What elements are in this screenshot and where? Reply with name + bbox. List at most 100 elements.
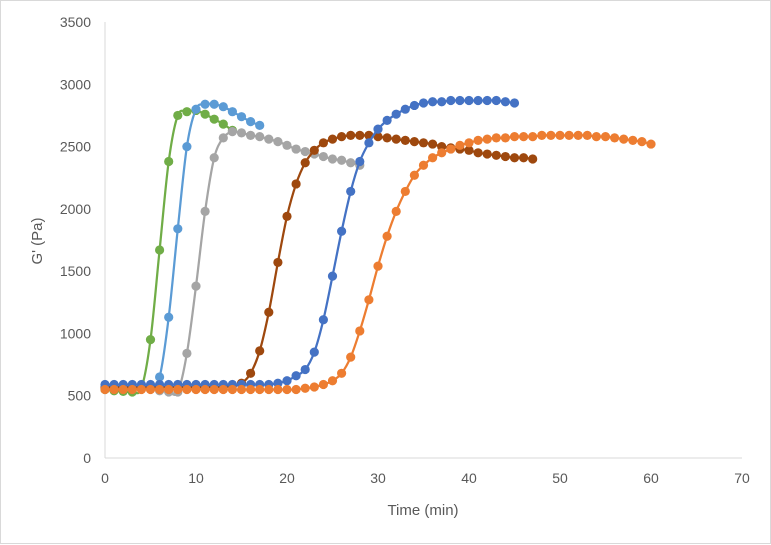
x-tick-label: 70 xyxy=(734,470,750,486)
x-tick-label: 50 xyxy=(552,470,568,486)
data-point xyxy=(473,95,483,106)
data-point xyxy=(318,315,328,325)
data-point xyxy=(309,347,319,357)
x-tick-label: 40 xyxy=(461,470,477,486)
data-point xyxy=(246,130,256,140)
data-point xyxy=(291,144,301,154)
data-point xyxy=(246,368,256,378)
data-point xyxy=(382,133,392,143)
data-point xyxy=(537,130,547,140)
data-point xyxy=(173,110,183,121)
data-point xyxy=(273,136,283,147)
series-6 xyxy=(100,130,656,395)
data-point xyxy=(255,132,265,142)
data-point xyxy=(364,295,374,305)
data-point xyxy=(155,372,165,382)
data-point xyxy=(528,132,538,142)
data-point xyxy=(209,114,219,124)
data-point xyxy=(300,146,310,157)
data-point xyxy=(546,130,556,140)
y-tick-label: 0 xyxy=(83,450,91,466)
data-point xyxy=(173,384,183,395)
data-point xyxy=(610,133,620,143)
series-3 xyxy=(100,127,365,397)
data-point xyxy=(127,384,137,395)
y-tick-label: 2000 xyxy=(60,201,91,217)
data-point xyxy=(428,139,438,149)
data-point xyxy=(564,130,574,140)
data-point xyxy=(355,130,365,140)
series-layer xyxy=(100,95,656,397)
data-point xyxy=(582,130,592,140)
data-point xyxy=(409,136,419,147)
data-point xyxy=(455,95,465,106)
data-point xyxy=(309,382,319,392)
data-point xyxy=(227,384,237,395)
data-point xyxy=(409,100,419,111)
data-point xyxy=(300,383,310,393)
data-point xyxy=(482,134,492,144)
data-point xyxy=(464,95,474,106)
data-point xyxy=(409,170,419,180)
data-point xyxy=(227,107,237,117)
data-point xyxy=(282,140,292,150)
y-tick-label: 2500 xyxy=(60,139,91,155)
data-point xyxy=(182,348,192,358)
data-point xyxy=(346,130,356,140)
data-point xyxy=(227,127,237,137)
data-point xyxy=(464,145,474,155)
data-point xyxy=(282,384,292,395)
data-point xyxy=(528,154,538,164)
data-point xyxy=(191,104,201,114)
data-point xyxy=(473,148,483,158)
y-tick-label: 1500 xyxy=(60,263,91,279)
data-point xyxy=(255,120,265,130)
data-point xyxy=(355,156,365,167)
data-point xyxy=(164,384,174,395)
data-point xyxy=(200,206,210,216)
data-point xyxy=(428,97,438,107)
data-point xyxy=(400,135,410,145)
series-line xyxy=(105,134,533,389)
data-point xyxy=(373,132,383,142)
data-point xyxy=(109,384,119,395)
data-point xyxy=(309,145,319,155)
data-point xyxy=(327,271,338,281)
x-tick-label: 0 xyxy=(101,470,109,486)
data-point xyxy=(218,119,228,129)
data-point xyxy=(491,150,501,160)
data-point xyxy=(118,384,128,395)
x-tick-label: 20 xyxy=(279,470,295,486)
data-point xyxy=(218,384,228,395)
x-tick-label: 30 xyxy=(370,470,386,486)
data-point xyxy=(164,312,174,322)
data-point xyxy=(337,155,347,165)
y-axis-title: G' (Pa) xyxy=(29,217,46,264)
series-2 xyxy=(100,99,265,393)
data-point xyxy=(264,307,274,317)
data-point xyxy=(600,132,611,142)
data-point xyxy=(346,158,356,168)
data-point xyxy=(100,384,110,395)
data-point xyxy=(209,384,219,395)
data-point xyxy=(255,384,265,395)
data-point xyxy=(355,326,365,336)
data-point xyxy=(318,151,328,162)
data-point xyxy=(191,281,201,291)
data-point xyxy=(282,376,292,386)
data-point xyxy=(337,226,347,236)
tick-layer: 0 500 1000 1500 2000 2500 3000 3500 0 10 20 30 40 50 6… xyxy=(60,14,750,486)
data-point xyxy=(255,346,265,356)
data-point xyxy=(300,158,310,168)
data-point xyxy=(391,206,401,216)
data-point xyxy=(246,117,256,127)
data-point xyxy=(637,136,647,147)
data-point xyxy=(428,153,438,163)
data-point xyxy=(628,135,638,145)
data-point xyxy=(273,384,283,395)
data-point xyxy=(291,371,301,381)
data-point xyxy=(382,231,392,241)
data-point xyxy=(246,384,256,395)
data-point xyxy=(391,109,401,119)
